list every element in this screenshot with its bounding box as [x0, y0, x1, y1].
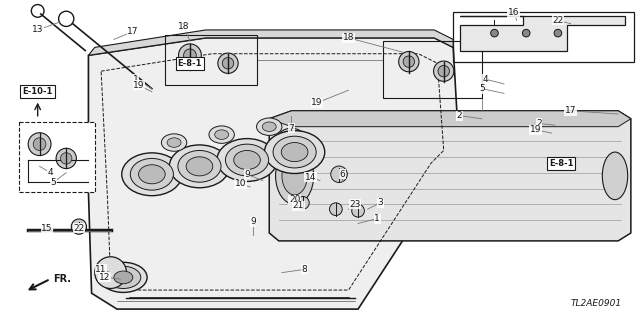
- Ellipse shape: [276, 147, 314, 204]
- Circle shape: [61, 153, 72, 164]
- Text: 1: 1: [133, 75, 139, 84]
- Polygon shape: [88, 38, 460, 309]
- Text: FR.: FR.: [54, 274, 72, 284]
- Text: 9: 9: [250, 217, 256, 226]
- Circle shape: [331, 166, 348, 182]
- Circle shape: [330, 203, 342, 215]
- Text: 4: 4: [47, 168, 53, 177]
- Circle shape: [296, 196, 309, 209]
- Ellipse shape: [209, 126, 234, 143]
- Ellipse shape: [264, 131, 324, 173]
- Circle shape: [95, 257, 127, 288]
- Text: 17: 17: [565, 106, 577, 115]
- Polygon shape: [460, 16, 625, 51]
- Ellipse shape: [277, 128, 306, 150]
- Text: 19: 19: [530, 125, 541, 134]
- Text: E-8-1: E-8-1: [178, 59, 202, 68]
- Circle shape: [403, 56, 415, 68]
- Circle shape: [71, 219, 86, 234]
- Ellipse shape: [161, 134, 187, 151]
- Circle shape: [56, 148, 76, 169]
- Text: 8: 8: [301, 265, 307, 274]
- Text: 18: 18: [343, 33, 355, 42]
- Text: 5: 5: [51, 178, 56, 187]
- Text: 19: 19: [133, 81, 145, 90]
- Circle shape: [554, 29, 562, 37]
- Text: 12: 12: [99, 273, 110, 282]
- Ellipse shape: [138, 165, 165, 184]
- Text: 3: 3: [378, 198, 383, 207]
- Text: 18: 18: [178, 22, 189, 31]
- Text: 1: 1: [374, 214, 380, 223]
- Polygon shape: [269, 111, 631, 127]
- Text: 22: 22: [552, 16, 564, 25]
- Text: 21: 21: [292, 202, 304, 211]
- Text: 19: 19: [311, 99, 323, 108]
- Ellipse shape: [602, 152, 628, 200]
- Text: 15: 15: [42, 224, 53, 233]
- Text: 5: 5: [479, 84, 484, 93]
- Circle shape: [28, 133, 51, 156]
- Circle shape: [218, 53, 238, 73]
- Ellipse shape: [262, 122, 276, 132]
- Ellipse shape: [214, 130, 228, 140]
- Ellipse shape: [282, 142, 308, 162]
- Ellipse shape: [170, 145, 230, 188]
- Circle shape: [33, 138, 46, 150]
- Ellipse shape: [131, 158, 173, 190]
- Text: 11: 11: [95, 265, 107, 274]
- Circle shape: [491, 29, 499, 37]
- Circle shape: [352, 204, 364, 217]
- Text: 7: 7: [289, 124, 294, 133]
- Polygon shape: [269, 111, 631, 241]
- Text: 6: 6: [339, 170, 345, 179]
- Ellipse shape: [234, 150, 260, 170]
- Ellipse shape: [106, 266, 141, 288]
- Text: 14: 14: [305, 173, 316, 182]
- Circle shape: [438, 66, 449, 77]
- Text: E-8-1: E-8-1: [549, 159, 573, 168]
- Ellipse shape: [186, 157, 212, 176]
- Ellipse shape: [217, 139, 277, 181]
- Text: 10: 10: [235, 179, 246, 188]
- Text: 22: 22: [74, 224, 84, 233]
- Text: 4: 4: [482, 75, 488, 84]
- Ellipse shape: [282, 157, 307, 195]
- Circle shape: [399, 52, 419, 72]
- Ellipse shape: [114, 271, 133, 284]
- Text: 17: 17: [127, 27, 139, 36]
- Circle shape: [433, 61, 454, 81]
- Circle shape: [522, 29, 530, 37]
- Text: 2: 2: [536, 119, 541, 128]
- Text: TL2AE0901: TL2AE0901: [570, 299, 621, 308]
- Ellipse shape: [100, 262, 147, 292]
- Text: 2: 2: [457, 111, 462, 120]
- Circle shape: [184, 49, 196, 62]
- Text: 16: 16: [508, 8, 519, 17]
- Text: 20: 20: [289, 195, 300, 204]
- Ellipse shape: [257, 118, 282, 135]
- Polygon shape: [88, 30, 453, 55]
- Ellipse shape: [167, 138, 181, 147]
- Text: E-10-1: E-10-1: [22, 87, 53, 96]
- Ellipse shape: [225, 144, 269, 176]
- Text: 13: 13: [32, 25, 44, 35]
- Circle shape: [179, 44, 202, 67]
- Text: 23: 23: [349, 200, 360, 209]
- Text: 9: 9: [244, 170, 250, 179]
- Ellipse shape: [122, 153, 182, 196]
- Polygon shape: [19, 122, 95, 192]
- Circle shape: [222, 58, 234, 69]
- Ellipse shape: [273, 136, 316, 168]
- Ellipse shape: [178, 150, 221, 182]
